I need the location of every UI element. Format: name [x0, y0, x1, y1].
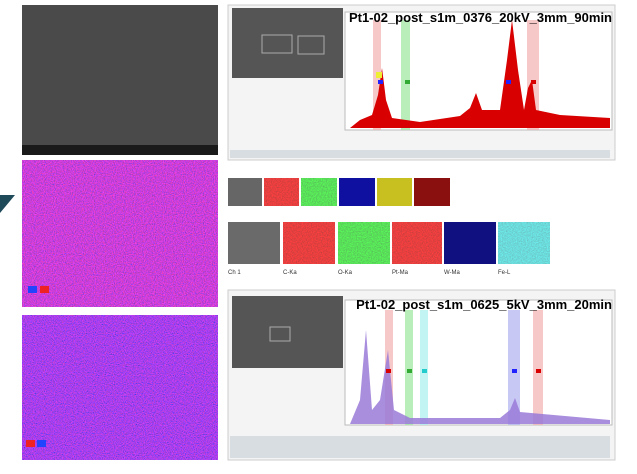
map-tile	[377, 178, 412, 206]
tile-labels: Ch 1 C-Ka O-Ka Pt-Ma W-Ma Fe-L	[228, 270, 511, 276]
map-tile	[264, 178, 299, 206]
marker	[512, 369, 517, 373]
panel-title: Pt1-02_post_s1m_0376_20kV_3mm_90min	[349, 10, 612, 25]
marker	[376, 72, 382, 78]
sem-info-bar	[22, 145, 218, 155]
marker	[405, 80, 410, 84]
marker	[506, 80, 511, 84]
tile-label: C-Ka	[283, 270, 297, 276]
element-map	[22, 160, 218, 307]
tile-label: Fe-L	[498, 270, 511, 276]
map-tile	[444, 222, 496, 264]
peak-band	[405, 310, 413, 425]
roi-box	[269, 326, 291, 342]
marker	[378, 80, 383, 84]
peak-band	[401, 20, 410, 130]
marker	[531, 80, 536, 84]
map-tile	[228, 222, 280, 264]
legend-chip	[37, 440, 46, 447]
sem-thumbnail	[232, 296, 343, 368]
panel-title: Pt1-02_post_s1m_0625_5kV_3mm_20min	[356, 297, 612, 312]
peak-band	[533, 310, 543, 425]
spectrum	[350, 330, 610, 424]
marker	[422, 369, 427, 373]
status-bar	[230, 436, 610, 458]
sem-thumbnail	[232, 8, 343, 78]
arrow	[0, 195, 15, 213]
map-tile	[301, 178, 337, 206]
map-tile	[392, 222, 442, 264]
element-map	[22, 315, 218, 460]
map-tile	[283, 222, 335, 264]
map-tile	[498, 222, 550, 264]
marker	[536, 369, 541, 373]
tile-label: Pt-Ma	[392, 270, 409, 276]
spectrum	[350, 20, 610, 128]
legend-chip	[40, 286, 49, 293]
roi-box	[261, 34, 293, 54]
legend-chip	[26, 440, 35, 447]
sem-image	[22, 5, 218, 155]
peak-band	[508, 310, 520, 425]
legend-chip	[28, 286, 37, 293]
tile-label: Ch 1	[228, 270, 241, 276]
roi-box	[297, 35, 325, 55]
marker	[407, 369, 412, 373]
peak-band	[420, 310, 428, 425]
map-tile	[339, 178, 375, 206]
map-tile	[414, 178, 450, 206]
map-tile	[228, 178, 262, 206]
map-tile	[338, 222, 390, 264]
status-bar	[230, 150, 610, 158]
tile-label: W-Ma	[444, 270, 461, 276]
tile-label: O-Ka	[338, 270, 353, 276]
marker	[386, 369, 391, 373]
